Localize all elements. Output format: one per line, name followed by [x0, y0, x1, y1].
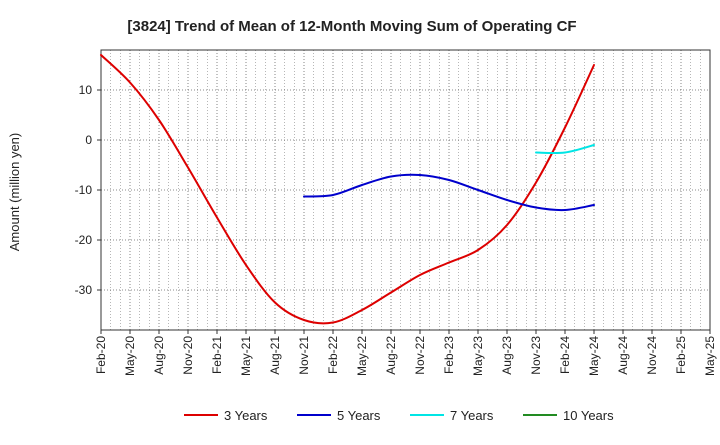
- x-tick-label: May-22: [355, 336, 369, 376]
- x-tick-label: Feb-23: [442, 336, 456, 374]
- x-tick-label: May-20: [123, 336, 137, 376]
- x-tick-label: Feb-20: [94, 336, 108, 374]
- legend: 3 Years 5 Years 7 Years 10 Years: [184, 408, 614, 423]
- x-tick-label: Aug-23: [500, 336, 514, 375]
- grid-layer: [100, 50, 711, 330]
- x-tick-label: Aug-22: [384, 336, 398, 375]
- x-tick-label: Feb-21: [210, 336, 224, 374]
- y-tick-label: 0: [85, 133, 92, 147]
- x-tick-label: Nov-21: [297, 336, 311, 375]
- legend-label-10-years: 10 Years: [563, 408, 614, 423]
- x-tick-label: May-25: [703, 336, 717, 376]
- x-tick-label: Feb-22: [326, 336, 340, 374]
- legend-label-3-years: 3 Years: [224, 408, 268, 423]
- series-line-3-years: [100, 54, 595, 325]
- x-tick-label: Feb-24: [558, 336, 572, 374]
- x-tick-label: Nov-24: [645, 336, 659, 375]
- series-layer: [100, 54, 595, 325]
- x-tick-label: Aug-20: [152, 336, 166, 375]
- plot-frame: [100, 49, 711, 331]
- chart-title: [3824] Trend of Mean of 12-Month Moving …: [127, 18, 576, 35]
- x-tick-label: Aug-21: [268, 336, 282, 375]
- x-tick-label: Aug-24: [616, 336, 630, 375]
- series-line-5-years: [303, 173, 595, 212]
- x-tick-label: May-23: [471, 336, 485, 376]
- y-axis-label: Amount (million yen): [7, 133, 22, 252]
- y-tick-label: -10: [75, 183, 93, 197]
- series-line-7-years: [535, 144, 595, 155]
- legend-label-5-years: 5 Years: [337, 408, 381, 423]
- y-tick-label: -30: [75, 283, 93, 297]
- x-tick-label: Nov-23: [529, 336, 543, 375]
- x-tick-label: May-24: [587, 336, 601, 376]
- y-tick-label: -20: [75, 233, 93, 247]
- axis-layer: 10 0 -10 -20 -30 Feb-20 May-20 Aug-20 Nov-20 Feb-…: [75, 49, 717, 376]
- x-tick-label: Nov-22: [413, 336, 427, 375]
- legend-label-7-years: 7 Years: [450, 408, 494, 423]
- x-tick-label: May-21: [239, 336, 253, 376]
- x-tick-label: Feb-25: [674, 336, 688, 374]
- x-tick-label: Nov-20: [181, 336, 195, 375]
- y-tick-label: 10: [79, 83, 93, 97]
